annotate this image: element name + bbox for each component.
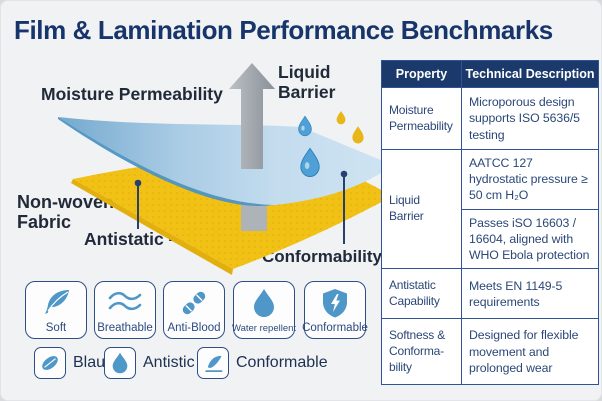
fabric-layers-illustration bbox=[58, 63, 393, 275]
property-column-header: Property bbox=[381, 60, 462, 88]
badge-water-repellent: Water repellent bbox=[231, 281, 297, 339]
legend-label: Blau´ bbox=[73, 354, 111, 371]
badge-label: Breathable bbox=[97, 322, 153, 334]
property-cell: Antistatic Capability bbox=[381, 268, 462, 320]
table-row: Antistatic Capability Meets EN 1149-5 re… bbox=[381, 268, 599, 320]
badge-label: Anti-Blood bbox=[167, 322, 221, 334]
property-cell: Softness & Conforma-bility bbox=[381, 318, 462, 386]
legend-label: Conformable bbox=[236, 354, 328, 371]
legend-item-antistic: Antistic bbox=[104, 347, 195, 379]
shield-bolt-icon bbox=[320, 287, 350, 324]
moisture-permeability-label: Moisture Permeability bbox=[41, 84, 223, 104]
badge-soft: Soft bbox=[25, 281, 87, 339]
description-column-header: Technical Description bbox=[461, 60, 599, 88]
table-row: Liquid Barrier AATCC 127 hydrostatic pre… bbox=[381, 148, 599, 270]
leaf-icon bbox=[34, 347, 66, 379]
badge-anti-blood: Anti-Blood bbox=[163, 281, 225, 339]
liquid-barrier-label: Liquid Barrier bbox=[278, 62, 336, 102]
droplet-icon bbox=[104, 347, 136, 379]
water-droplet-icon bbox=[300, 147, 320, 177]
description-cell: Passes iSO 16603 / 16604, aligned with W… bbox=[461, 208, 599, 270]
badge-breathable: Breathable bbox=[94, 281, 156, 339]
description-cell: Designed for flexible movement and prolo… bbox=[461, 318, 599, 386]
table-row: Passes iSO 16603 / 16604, aligned with W… bbox=[382, 208, 599, 270]
fluid-droplet-icon bbox=[336, 110, 346, 125]
non-woven-fabric-label: Non-woven Fabric bbox=[17, 192, 114, 233]
conformability-callout bbox=[340, 170, 348, 244]
table-header-row: Property Technical Description bbox=[381, 60, 599, 88]
waves-icon bbox=[106, 287, 144, 322]
water-droplet-icon bbox=[298, 115, 312, 137]
legend-item-blau: Blau´ bbox=[34, 347, 110, 379]
flex-icon bbox=[197, 347, 229, 379]
antistatic-callout bbox=[134, 179, 142, 229]
property-cell: Moisture Permeability bbox=[381, 87, 462, 150]
droplet-icon bbox=[249, 287, 279, 324]
conformability-label: Conformability bbox=[262, 247, 382, 266]
description-cell: Microporous design supports ISO 5636/5 t… bbox=[461, 87, 599, 150]
badge-conformable: Conformable bbox=[302, 281, 368, 339]
table-row: Moisture Permeability Microporous design… bbox=[381, 87, 599, 150]
legend-item-conformable: Conformable bbox=[197, 347, 328, 379]
film-layer bbox=[58, 117, 393, 206]
page-title: Film & Lamination Performance Benchmarks bbox=[14, 15, 553, 45]
badge-label: Conformable bbox=[302, 322, 368, 334]
legend-label: Antistic bbox=[143, 354, 195, 371]
table-row: Softness & Conforma-bility Designed for … bbox=[381, 318, 599, 386]
feather-icon bbox=[39, 287, 73, 322]
capsules-icon bbox=[177, 287, 211, 324]
description-cell: AATCC 127 hydrostatic pressure ≥ 50 cm H… bbox=[461, 149, 599, 210]
antistatic-label: Antistatic – bbox=[84, 229, 179, 249]
badge-label: Water repellent bbox=[231, 323, 297, 334]
moisture-arrow-icon bbox=[229, 63, 275, 169]
description-cell: Meets EN 1149-5 requirements bbox=[461, 268, 599, 320]
property-cell: Liquid Barrier bbox=[381, 148, 462, 270]
badge-label: Soft bbox=[45, 322, 67, 334]
fluid-droplet-icon bbox=[352, 126, 364, 144]
benchmarks-table: Property Technical Description Moisture … bbox=[381, 60, 599, 386]
